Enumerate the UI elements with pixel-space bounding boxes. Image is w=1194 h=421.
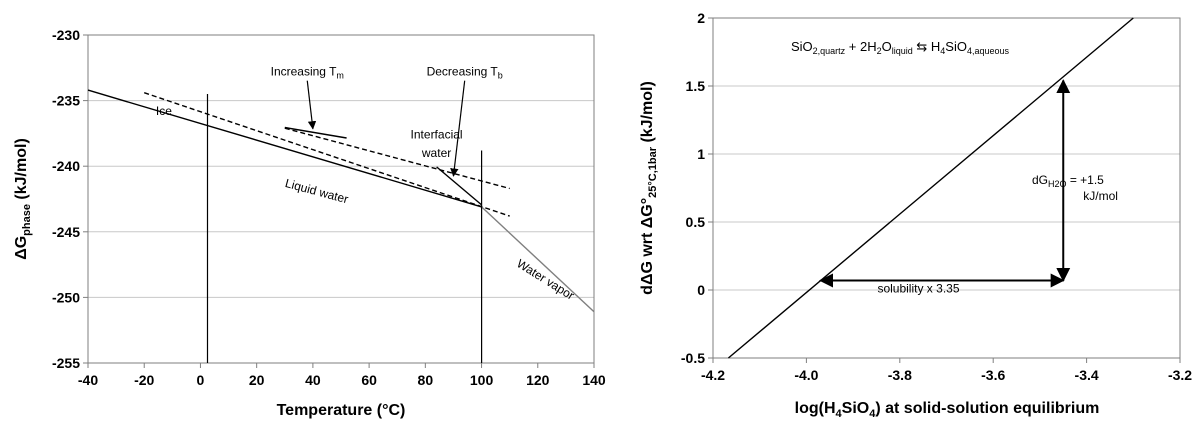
y-axis-label-unit: (kJ/mol) — [13, 138, 30, 204]
annotation: kJ/mol — [1083, 189, 1118, 203]
y-axis-label-sub: phase — [21, 204, 33, 236]
annotation: Ice — [156, 104, 172, 118]
y-tick-label: -255 — [52, 355, 80, 371]
reaction-equation: SiO2,quartz + 2H2Oliquid ⇆ H4SiO4,aqueou… — [791, 39, 1010, 56]
series-line — [481, 206, 595, 313]
plot-frame — [712, 17, 1181, 359]
annotation: Interfacial — [411, 128, 463, 142]
y-tick-label: -0.5 — [681, 350, 705, 366]
annotation: water — [421, 146, 451, 160]
pointer-arrow — [306, 80, 317, 130]
y-tick-label: 0 — [697, 282, 705, 298]
series-line — [143, 92, 510, 217]
annotation: Water vapor — [514, 256, 576, 302]
x-tick-label: -3.2 — [1168, 367, 1192, 383]
y-axis-label: ΔGphase (kJ/mol) — [13, 138, 33, 260]
x-tick-label: -4.2 — [701, 367, 725, 383]
x-tick-label: -3.4 — [1075, 367, 1099, 383]
x-tick-label: 100 — [470, 372, 494, 388]
series-line — [284, 127, 510, 190]
annotation: Liquid water — [284, 176, 350, 206]
y-tick-label: 1.5 — [686, 78, 706, 94]
series-line — [284, 126, 347, 139]
x-tick-label: 0 — [197, 372, 205, 388]
x-tick-label: -40 — [78, 372, 98, 388]
annotation: Increasing Tm — [271, 65, 344, 81]
y-tick-label: -245 — [52, 224, 80, 240]
x-tick-label: 60 — [361, 372, 377, 388]
series-line — [436, 166, 483, 206]
x-tick-label: -20 — [134, 372, 154, 388]
y-tick-label: -250 — [52, 289, 80, 305]
annotation: Decreasing Tb — [427, 65, 503, 81]
x-tick-label: -4.0 — [794, 367, 818, 383]
temperature-chart: -230 -235 -240 -245 -250 -255-40 -20 0 20 40 60 80 1… — [13, 27, 606, 419]
x-tick-label: 140 — [582, 372, 606, 388]
x-tick-label: 40 — [305, 372, 321, 388]
y-tick-label: -235 — [52, 93, 80, 109]
y-tick-label: 0.5 — [686, 214, 706, 230]
y-tick-label: -240 — [52, 158, 80, 174]
x-tick-label: 120 — [526, 372, 550, 388]
annotation: dGH2O = +1.5 — [1032, 173, 1104, 189]
annotation: solubility x 3.35 — [877, 282, 959, 296]
y-tick-label: 2 — [697, 10, 705, 26]
x-axis-label: Temperature (°C) — [277, 402, 406, 419]
y-tick-label: -230 — [52, 27, 80, 43]
y-axis-label: dΔG wrt ΔG°25°C,1bar (kJ/mol) — [639, 81, 659, 295]
series-line — [727, 17, 1134, 359]
x-tick-label: 80 — [418, 372, 434, 388]
x-tick-label: 20 — [249, 372, 265, 388]
series-line — [87, 89, 482, 208]
x-tick-label: -3.6 — [981, 367, 1005, 383]
x-axis-label: log(H4SiO4) at solid-solution equilibriu… — [795, 400, 1100, 420]
plot-frame — [87, 34, 595, 364]
solubility-chart: 2 1.5 1 0.5 0 -0.5-4.2 -4.0 -3.8 -3.6 -3.4 -3.2 so… — [639, 10, 1192, 420]
x-tick-label: -3.8 — [888, 367, 912, 383]
y-tick-label: 1 — [697, 146, 705, 162]
pointer-arrow — [450, 80, 466, 177]
y-axis-label-main: ΔG — [13, 236, 30, 260]
